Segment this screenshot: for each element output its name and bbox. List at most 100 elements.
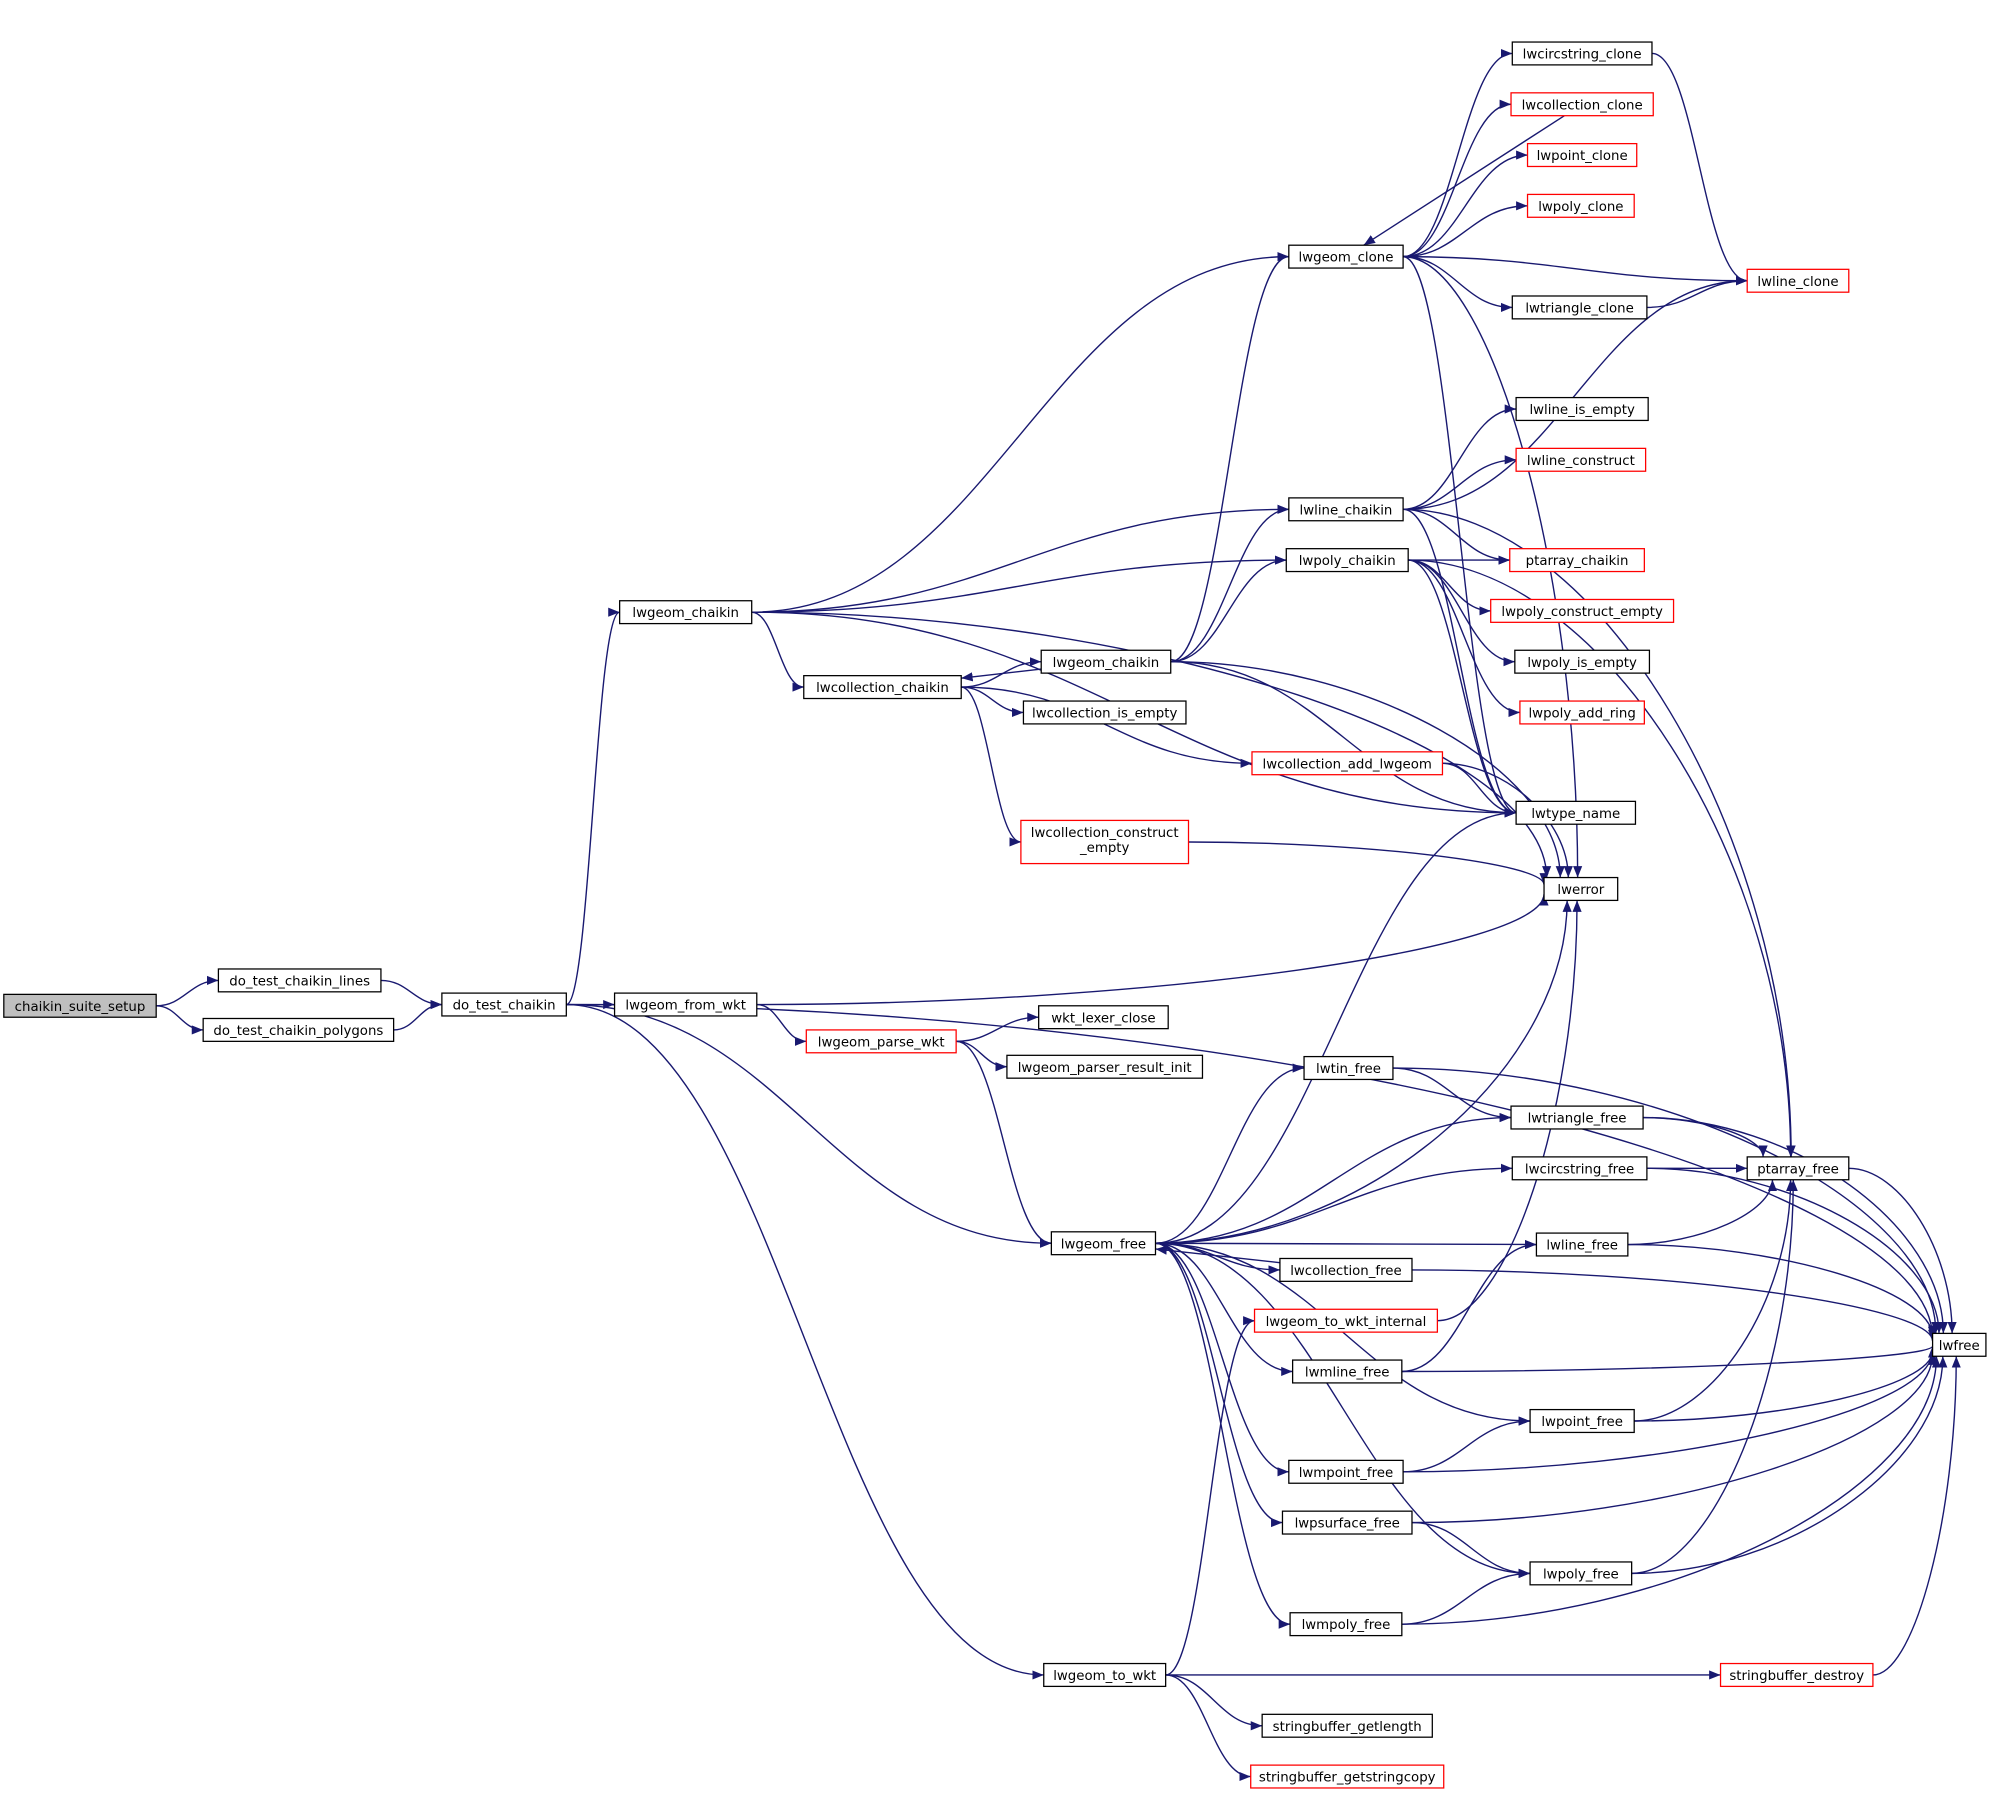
edge-do_test_chaikin_lines-to-do_test_chaikin [380,979,442,1010]
node-lwgeom-to-wkt-internal[interactable]: lwgeom_to_wkt_internal [1253,1308,1439,1333]
node-lwgeom-free[interactable]: lwgeom_free [1050,1231,1157,1256]
node-label: do_test_chaikin_lines [229,974,370,989]
node-label: lwpoly_clone [1538,200,1623,215]
node-lwpoint-clone[interactable]: lwpoint_clone [1526,142,1638,168]
node-do-test-chaikin-polygons[interactable]: do_test_chaikin_polygons [202,1017,395,1042]
node-lwgeom-parser-result-init[interactable]: lwgeom_parser_result_init [1006,1054,1204,1079]
node-lwpoly-is-empty[interactable]: lwpoly_is_empty [1514,649,1651,674]
node-wkt-lexer-close[interactable]: wkt_lexer_close [1038,1005,1169,1030]
node-box [1291,1359,1403,1384]
edge-lwmpoly_free-to-lwfree [1401,1356,1941,1625]
node-lwfree[interactable]: lwfree [1931,1332,1987,1357]
node-lwmline-free[interactable]: lwmline_free [1291,1359,1403,1384]
node-label: lwline_is_empty [1529,403,1635,418]
node-lwgeom-to-wkt[interactable]: lwgeom_to_wkt [1043,1662,1167,1688]
node-lwline-construct[interactable]: lwline_construct [1515,447,1647,472]
node-stringbuffer-getlength[interactable]: stringbuffer_getlength [1261,1713,1433,1738]
edge-lwtin_free-to-lwtriangle_free [1392,1067,1512,1123]
node-lwcollection-clone[interactable]: lwcollection_clone [1510,92,1654,117]
node-lwline-is-empty[interactable]: lwline_is_empty [1515,396,1649,422]
edge-do_test_chaikin-to-lwgeom_free [566,1003,1052,1248]
node-label: stringbuffer_getlength [1273,1720,1422,1735]
node-stringbuffer-destroy[interactable]: stringbuffer_destroy [1719,1662,1874,1688]
node-lwgeom-from-wkt[interactable]: lwgeom_from_wkt [613,992,758,1017]
node-box [1279,1257,1413,1282]
node-box [1490,598,1675,623]
node-lwmpoint-free[interactable]: lwmpoint_free [1288,1459,1404,1484]
node-label: stringbuffer_getstringcopy [1259,1771,1436,1786]
node-do-test-chaikin[interactable]: do_test_chaikin [441,992,567,1017]
node-lwpoly-chaikin[interactable]: lwpoly_chaikin [1285,548,1409,573]
edge-lwgeom_clone-to-lwline_clone [1403,255,1748,286]
node-box [1288,497,1404,522]
node-lwtin-free[interactable]: lwtin_free [1303,1055,1394,1081]
node-stringbuffer-getstringcopy[interactable]: stringbuffer_getstringcopy [1250,1764,1445,1789]
node-box [1043,1662,1167,1688]
node-lwline-chaikin[interactable]: lwline_chaikin [1288,497,1404,522]
edge-lwgeom_chaikin_b-to-lwcollection_chaikin [961,668,1042,682]
node-ptarray-chaikin[interactable]: ptarray_chaikin [1509,548,1645,573]
node-label: do_test_chaikin [453,999,556,1014]
node-lwcollection-construct-empty[interactable]: lwcollection_construct_empty [1020,819,1190,865]
node-lwpoint-free[interactable]: lwpoint_free [1529,1408,1635,1434]
node-lwgeom-chaikin-a[interactable]: lwgeom_chaikin [619,600,753,625]
node-label: lwline_clone [1757,275,1838,290]
node-lwpoly-construct-empty[interactable]: lwpoly_construct_empty [1490,598,1675,623]
node-label: lwline_construct [1527,454,1635,469]
edge-lwpoint_free-to-ptarray_free [1634,1179,1796,1422]
node-lwpoly-clone[interactable]: lwpoly_clone [1526,193,1635,218]
node-lwgeom-clone[interactable]: lwgeom_clone [1288,244,1404,269]
node-label: lwerror [1557,883,1604,898]
node-box [1529,1561,1633,1586]
edge-lwline_free-to-ptarray_free [1627,1179,1778,1246]
node-label: lwpoint_clone [1537,149,1628,164]
node-lwgeom-chaikin-b[interactable]: lwgeom_chaikin [1040,649,1172,674]
node-box [1510,92,1654,117]
node-do-test-chaikin-lines[interactable]: do_test_chaikin_lines [217,968,382,993]
node-ptarray-free[interactable]: ptarray_free [1746,1156,1850,1181]
node-label: lwtriangle_free [1528,1112,1627,1127]
node-box [803,675,962,700]
edge-lwgeom_from_wkt-to-lwerror [756,894,1549,1006]
node-box [1510,1105,1644,1130]
node-lwcollection-free[interactable]: lwcollection_free [1279,1257,1413,1282]
edge-lwpsurface_free-to-lwpoly_free [1411,1521,1531,1578]
node-lwerror[interactable]: lwerror [1543,876,1619,902]
node-label: lwtype_name [1531,807,1620,822]
node-lwpsurface-free[interactable]: lwpsurface_free [1281,1510,1413,1535]
node-lwgeom-parse-wkt[interactable]: lwgeom_parse_wkt [805,1029,957,1054]
node-lwtype-name[interactable]: lwtype_name [1515,800,1637,825]
node-label: lwcircstring_clone [1523,48,1642,63]
node-lwpoly-free[interactable]: lwpoly_free [1529,1561,1633,1586]
edge-lwgeom_to_wkt-to-stringbuffer_getlength [1165,1674,1263,1731]
edge-lwgeom_parse_wkt-to-lwgeom_free [956,1040,1052,1248]
node-box [1303,1055,1394,1081]
node-lwcollection-is-empty[interactable]: lwcollection_is_empty [1022,700,1187,725]
edge-lwcollection_chaikin-to-lwgeom_chaikin_b [961,657,1042,688]
node-box [1515,800,1637,825]
node-lwcollection-add-lwgeom[interactable]: lwcollection_add_lwgeom [1251,751,1444,776]
node-label: lwcollection_add_lwgeom [1263,757,1432,772]
node-label: lwpoly_add_ring [1528,707,1635,722]
node-label: lwcollection_is_empty [1032,707,1177,722]
edge-lwgeom_to_wkt_internal-to-lwerror [1437,900,1582,1322]
node-box [441,992,567,1017]
node-lwtriangle-clone[interactable]: lwtriangle_clone [1511,295,1648,320]
node-lwmpoly-free[interactable]: lwmpoly_free [1289,1612,1403,1637]
edges [156,48,1961,1782]
node-box [1022,700,1187,725]
node-box [1281,1510,1413,1535]
edge-lwline_chaikin-to-lwline_clone [1403,276,1748,511]
node-label: lwcollection_free [1290,1264,1402,1279]
node-box [1746,268,1850,293]
node-lwcollection-chaikin[interactable]: lwcollection_chaikin [803,675,962,700]
node-box [1526,193,1635,218]
edge-chaikin_suite_setup-to-do_test_chaikin_lines [156,975,219,1007]
node-box [1543,876,1619,902]
node-lwpoly-add-ring[interactable]: lwpoly_add_ring [1519,700,1645,725]
node-lwline-clone[interactable]: lwline_clone [1746,268,1850,293]
node-lwcircstring-free[interactable]: lwcircstring_free [1511,1156,1648,1181]
node-lwcircstring-clone[interactable]: lwcircstring_clone [1511,41,1653,66]
node-lwline-free[interactable]: lwline_free [1535,1232,1629,1257]
node-lwtriangle-free[interactable]: lwtriangle_free [1510,1105,1644,1130]
